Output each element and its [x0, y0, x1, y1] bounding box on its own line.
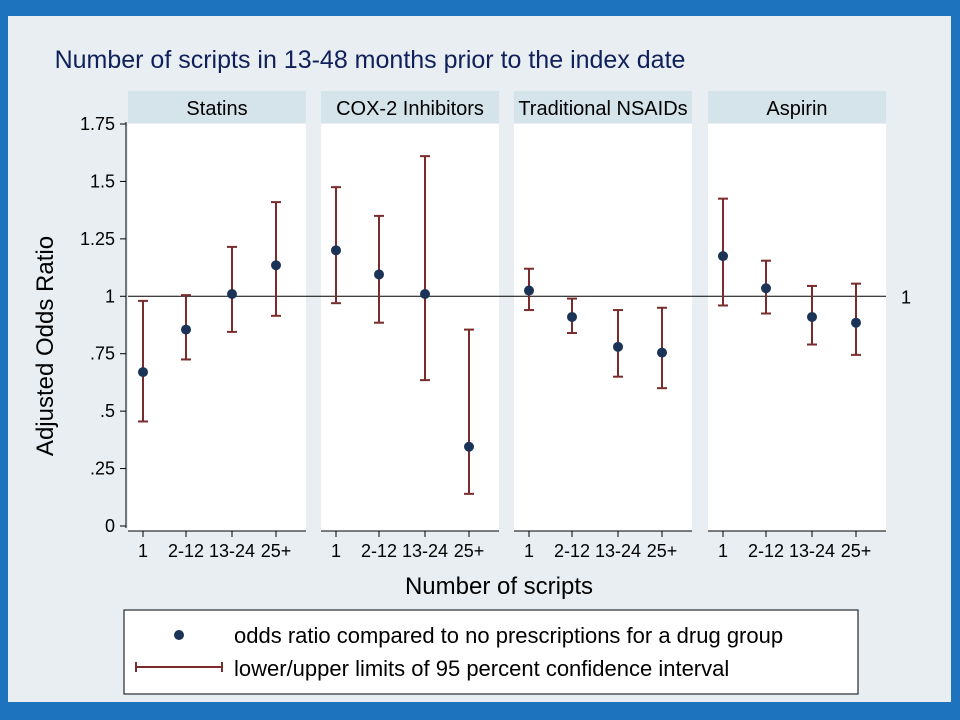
chart-title: Number of scripts in 13-48 months prior … [55, 46, 686, 74]
x-tick-label: 13-24 [402, 541, 448, 561]
y-tick-label: 1.75 [80, 114, 115, 134]
slide: Number of scripts in 13-48 months prior … [8, 16, 951, 702]
x-tick-label: 1 [524, 541, 534, 561]
legend-dot-symbol [174, 630, 184, 640]
estimate-point [181, 324, 191, 335]
panel-traditional-nsaids: Traditional NSAIDs 1 2-12 13-24 25+ [514, 91, 692, 561]
legend-ci-symbol [135, 662, 223, 672]
x-tick-label: 2-12 [168, 541, 204, 561]
estimate-point [613, 341, 623, 352]
panel-strip [321, 91, 499, 123]
estimate-point [271, 260, 281, 271]
estimate-point [464, 441, 474, 452]
y-tick-label: 1.5 [90, 171, 115, 191]
y-tick-label: .5 [100, 401, 115, 421]
x-tick-label: 1 [331, 541, 341, 561]
estimate-point [524, 285, 534, 296]
panel-plot-area [321, 124, 499, 531]
x-tick-label: 25+ [261, 541, 292, 561]
y-tick-label: 0 [105, 516, 115, 536]
y-axis-title: Adjusted Odds Ratio [32, 236, 59, 456]
panel-aspirin: Aspirin 1 2-12 13-24 25+ [708, 91, 886, 561]
estimate-point [227, 288, 237, 299]
panel-strip [128, 91, 306, 123]
y-tick-label: .25 [90, 459, 115, 479]
estimate-point [851, 317, 861, 328]
estimate-point [761, 283, 771, 294]
legend-label-ci: lower/upper limits of 95 percent confide… [234, 656, 729, 681]
panel-strip-label: Traditional NSAIDs [518, 98, 687, 120]
estimate-point [374, 269, 384, 280]
estimate-point [331, 245, 341, 256]
x-tick-label: 2-12 [554, 541, 590, 561]
x-tick-label: 1 [138, 541, 148, 561]
chart: Number of scripts in 13-48 months prior … [32, 46, 911, 695]
x-tick-label: 13-24 [789, 541, 835, 561]
x-tick-label: 25+ [647, 541, 678, 561]
x-tick-label: 2-12 [748, 541, 784, 561]
x-tick-label: 13-24 [595, 541, 641, 561]
estimate-point [807, 311, 817, 322]
estimate-point [567, 311, 577, 322]
panel-plot-area [128, 124, 306, 531]
x-axis-title: Number of scripts [405, 573, 593, 600]
y-tick-label: 1.25 [80, 229, 115, 249]
estimate-point [718, 251, 728, 262]
reference-line-label: 1 [901, 287, 911, 307]
panel-statins: Statins 1 2-12 13-24 25+ [128, 91, 306, 561]
estimate-point [657, 347, 667, 358]
panel-strip-label: Aspirin [766, 98, 827, 120]
panel-strip [514, 91, 692, 123]
x-tick-label: 25+ [841, 541, 872, 561]
panel-strip-label: Statins [186, 98, 247, 120]
panel-plot-area [708, 124, 886, 531]
panel-strip [708, 91, 886, 123]
panel-cox-2-inhibitors: COX-2 Inhibitors 1 2-12 13-24 25+ [321, 91, 499, 561]
legend-box [123, 609, 859, 695]
panel-strip-label: COX-2 Inhibitors [336, 98, 484, 120]
x-tick-label: 13-24 [209, 541, 255, 561]
estimate-point [138, 367, 148, 378]
x-tick-label: 25+ [454, 541, 485, 561]
x-tick-label: 2-12 [361, 541, 397, 561]
y-axis: 0 .25 .5 .75 1 1.25 1.5 1.75 [80, 114, 127, 536]
estimate-point [420, 288, 430, 299]
x-tick-label: 1 [718, 541, 728, 561]
y-tick-label: 1 [105, 286, 115, 306]
panel-plot-area [514, 124, 692, 531]
legend: odds ratio compared to no prescriptions … [123, 609, 859, 695]
legend-label-estimate: odds ratio compared to no prescriptions … [234, 623, 783, 648]
y-tick-label: .75 [90, 344, 115, 364]
